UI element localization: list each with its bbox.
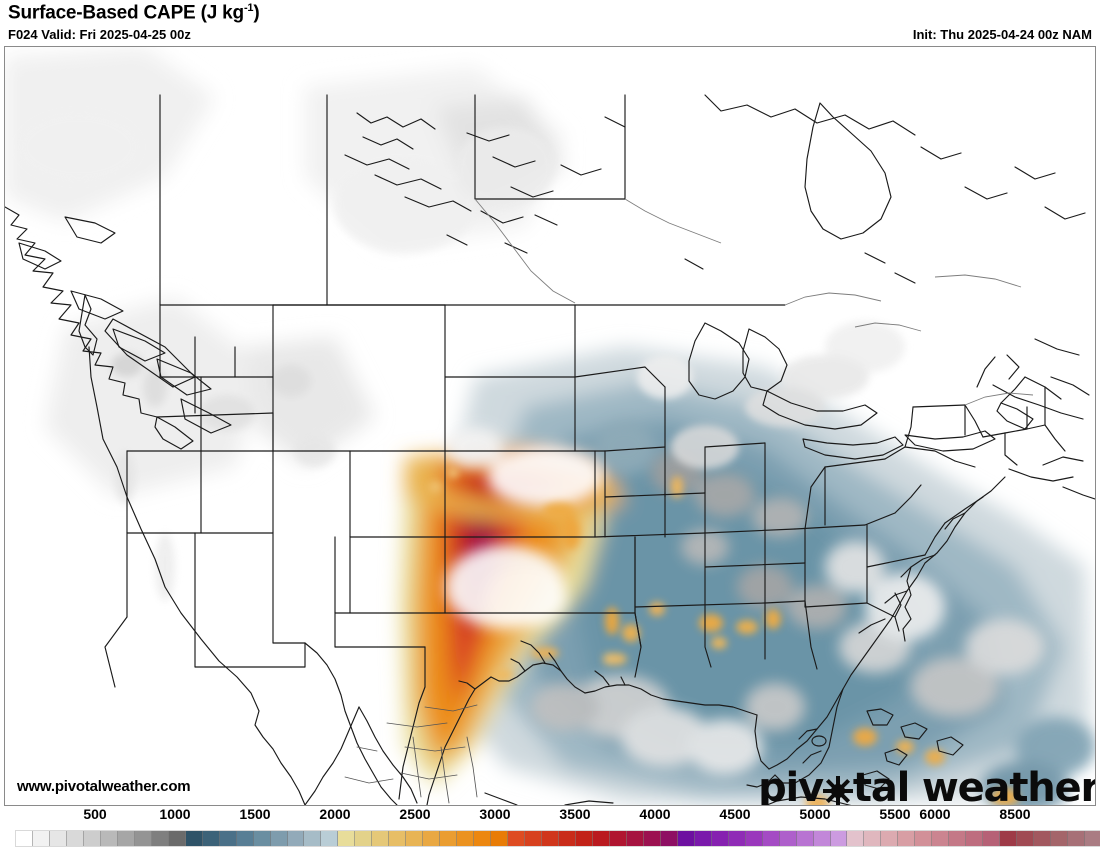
colorbar-swatch xyxy=(338,831,356,846)
colorbar-tick: 3500 xyxy=(559,806,591,822)
colorbar-swatch xyxy=(236,831,254,846)
watermark-text-pre: piv xyxy=(758,765,824,806)
colorbar-swatch xyxy=(355,831,373,846)
colorbar-swatch xyxy=(966,831,984,846)
colorbar-swatch xyxy=(779,831,797,846)
colorbar-swatch xyxy=(1034,831,1052,846)
colorbar-swatch xyxy=(728,831,746,846)
colorbar-swatch xyxy=(864,831,882,846)
colorbar-tick: 500 xyxy=(83,806,107,822)
colorbar-swatch xyxy=(983,831,1001,846)
colorbar-swatch xyxy=(813,831,831,846)
colorbar-swatch xyxy=(1000,831,1018,846)
colorbar-swatch xyxy=(881,831,899,846)
colorbar-swatch xyxy=(1068,831,1086,846)
colorbar-swatch xyxy=(796,831,814,846)
pivotal-weather-watermark: piv tal weather xyxy=(758,765,1096,806)
valid-time-label: F024 Valid: Fri 2025-04-25 00z xyxy=(8,27,191,42)
geography-outlines xyxy=(5,94,1095,805)
colorbar-swatch xyxy=(1017,831,1035,846)
colorbar-swatch xyxy=(643,831,661,846)
watermark-text-post: tal weather xyxy=(852,765,1096,806)
sun-icon xyxy=(822,776,853,805)
colorbar-swatch xyxy=(626,831,644,846)
colorbar-legend: 500 1000 1500 2000 2500 3000 3500 4000 4500 5000 5… xyxy=(0,806,1100,850)
sun-core xyxy=(830,784,845,798)
colorbar-tick: 4500 xyxy=(719,806,751,822)
colorbar-tick: 3000 xyxy=(479,806,511,822)
colorbar-swatch xyxy=(949,831,967,846)
cape-field-svg xyxy=(5,47,1095,805)
colorbar-tick: 5500 xyxy=(879,806,911,822)
colorbar-swatch xyxy=(609,831,627,846)
colorbar-swatch xyxy=(100,831,118,846)
colorbar-tick: 6000 xyxy=(919,806,951,822)
colorbar-swatch xyxy=(202,831,220,846)
colorbar-swatch xyxy=(694,831,712,846)
colorbar-swatch xyxy=(677,831,695,846)
colorbar-swatch xyxy=(525,831,543,846)
province-lines xyxy=(474,198,1034,406)
colorbar-swatch xyxy=(32,831,50,846)
colorbar-swatch xyxy=(117,831,135,846)
colorbar-swatch xyxy=(134,831,152,846)
colorbar-swatch xyxy=(457,831,475,846)
colorbar-swatch xyxy=(406,831,424,846)
colorbar-swatch xyxy=(287,831,305,846)
colorbar-swatch xyxy=(898,831,916,846)
colorbar-swatch xyxy=(49,831,67,846)
colorbar-swatch xyxy=(915,831,933,846)
colorbar-swatch xyxy=(830,831,848,846)
colorbar-swatch xyxy=(1051,831,1069,846)
colorbar-tick: 2500 xyxy=(399,806,431,822)
init-time-label: Init: Thu 2025-04-24 00z NAM xyxy=(912,27,1092,42)
colorbar-swatch xyxy=(389,831,407,846)
colorbar-swatch xyxy=(168,831,186,846)
colorbar-tick: 5000 xyxy=(799,806,831,822)
colorbar-swatch xyxy=(474,831,492,846)
colorbar-tick: 8500 xyxy=(999,806,1031,822)
colorbar-tick: 2000 xyxy=(319,806,351,822)
colorbar-swatch xyxy=(508,831,526,846)
colorbar-swatch xyxy=(559,831,576,846)
colorbar-swatch xyxy=(440,831,458,846)
colorbar-swatch xyxy=(762,831,780,846)
colorbar-swatch xyxy=(219,831,237,846)
colorbar-swatches[interactable] xyxy=(15,830,1100,847)
colorbar-tick: 1000 xyxy=(159,806,191,822)
colorbar-swatch xyxy=(423,831,441,846)
colorbar-swatch xyxy=(542,831,559,846)
colorbar-swatch xyxy=(711,831,729,846)
header-bar: Surface-Based CAPE (J kg-1) F024 Valid: … xyxy=(0,0,1100,46)
page-title-exponent: -1 xyxy=(243,2,254,14)
colorbar-swatch xyxy=(592,831,610,846)
colorbar-swatch xyxy=(745,831,763,846)
page-title-text: Surface-Based CAPE (J kg xyxy=(8,2,244,24)
map-canvas[interactable]: www.pivotalweather.com piv tal weather xyxy=(4,46,1096,806)
colorbar-swatch xyxy=(847,831,865,846)
colorbar-swatch xyxy=(932,831,950,846)
colorbar-swatch xyxy=(185,831,203,846)
colorbar-swatch xyxy=(321,831,339,846)
colorbar-swatch xyxy=(575,831,593,846)
colorbar-tick-labels: 500 1000 1500 2000 2500 3000 3500 4000 4500 5000 5… xyxy=(0,806,1100,828)
colorbar-swatch xyxy=(16,831,33,846)
colorbar-swatch xyxy=(660,831,678,846)
colorbar-swatch xyxy=(372,831,390,846)
page-title-tail: ) xyxy=(253,2,260,24)
site-url-watermark: www.pivotalweather.com xyxy=(17,778,191,795)
colorbar-swatch xyxy=(491,831,509,846)
colorbar-swatch xyxy=(1085,831,1100,846)
colorbar-swatch xyxy=(253,831,271,846)
colorbar-swatch xyxy=(304,831,322,846)
colorbar-swatch xyxy=(66,831,84,846)
colorbar-tick: 1500 xyxy=(239,806,271,822)
colorbar-swatch xyxy=(151,831,169,846)
page-title: Surface-Based CAPE (J kg-1) xyxy=(8,2,260,24)
colorbar-swatch xyxy=(83,831,101,846)
colorbar-swatch xyxy=(270,831,288,846)
colorbar-tick: 4000 xyxy=(639,806,671,822)
